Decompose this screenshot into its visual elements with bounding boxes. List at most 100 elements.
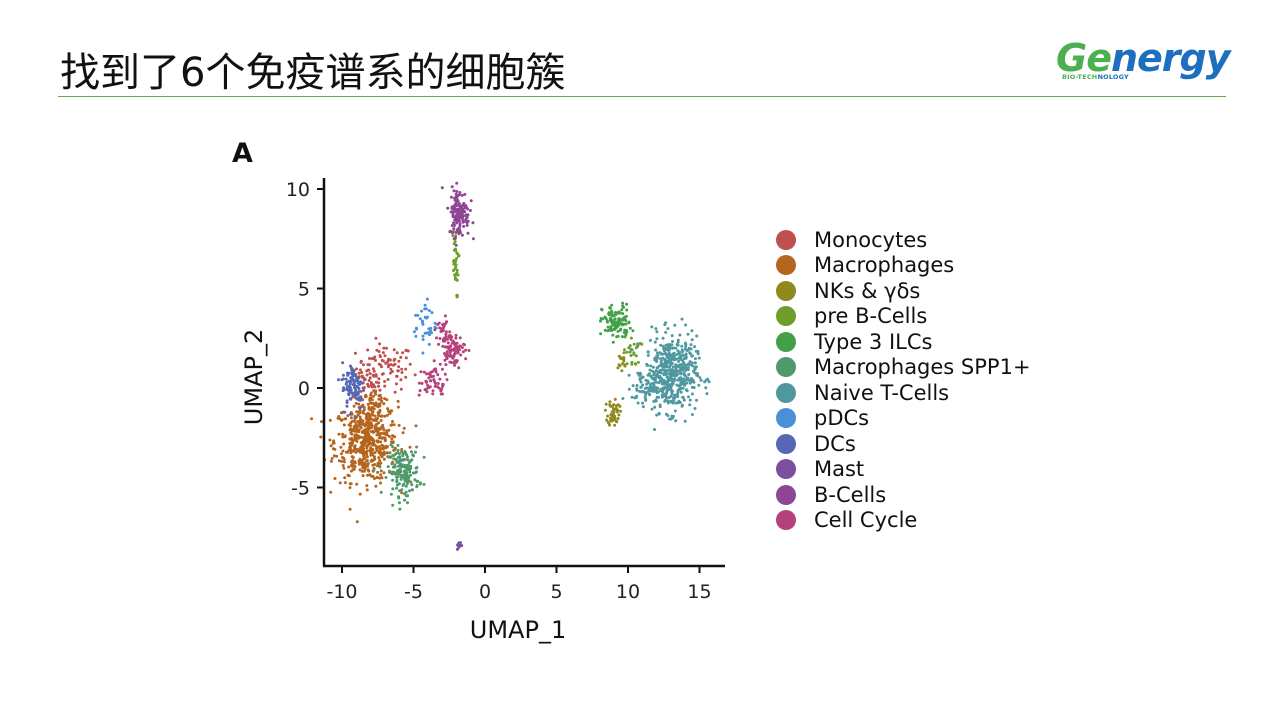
scatter-point — [403, 492, 406, 496]
scatter-point — [463, 192, 467, 196]
scatter-point — [353, 435, 357, 438]
scatter-point — [409, 473, 412, 477]
scatter-point — [669, 387, 673, 391]
legend-swatch — [776, 357, 796, 378]
scatter-point — [680, 344, 684, 348]
logo-subtitle-part1: BIO-TECH — [1062, 73, 1098, 81]
scatter-point — [622, 356, 626, 360]
scatter-point — [369, 391, 373, 395]
scatter-point — [342, 423, 346, 427]
scatter-point — [393, 357, 397, 361]
scatter-point — [455, 216, 459, 220]
scatter-point — [379, 419, 383, 422]
scatter-point — [376, 439, 380, 443]
scatter-point — [390, 409, 394, 413]
scatter-point — [706, 377, 710, 381]
scatter-point — [377, 402, 381, 406]
scatter-point — [358, 409, 362, 413]
scatter-point — [669, 400, 673, 404]
scatter-point — [331, 447, 335, 451]
scatter-point — [650, 407, 654, 411]
scatter-point — [361, 411, 365, 415]
scatter-point — [639, 385, 643, 389]
scatter-point — [673, 323, 677, 327]
scatter-point — [667, 345, 671, 348]
scatter-point — [441, 338, 445, 341]
scatter-point — [703, 380, 707, 384]
scatter-point — [707, 380, 711, 384]
scatter-point — [320, 420, 323, 424]
scatter-point — [644, 378, 648, 382]
scatter-point — [605, 319, 609, 323]
scatter-point — [375, 447, 379, 451]
scatter-point — [435, 336, 438, 340]
scatter-point — [668, 368, 672, 372]
series-type-3-ilcs — [599, 301, 635, 344]
scatter-point — [352, 467, 356, 471]
scatter-point — [655, 337, 659, 341]
scatter-point — [387, 409, 390, 413]
scatter-point — [681, 395, 685, 399]
scatter-point — [655, 395, 659, 399]
scatter-point — [615, 420, 618, 423]
scatter-point — [310, 417, 314, 421]
scatter-point — [366, 417, 370, 421]
scatter-point — [444, 363, 448, 367]
scatter-point — [659, 357, 663, 361]
scatter-point — [385, 346, 388, 350]
scatter-point — [624, 319, 628, 322]
scatter-point — [399, 470, 403, 474]
scatter-point — [663, 399, 667, 403]
x-tick-label: 0 — [479, 581, 491, 603]
scatter-point — [461, 350, 465, 354]
scatter-point — [471, 221, 475, 225]
scatter-point — [438, 362, 442, 366]
scatter-point — [359, 405, 363, 409]
scatter-point — [355, 367, 358, 371]
scatter-point — [636, 342, 640, 346]
scatter-point — [373, 385, 377, 389]
scatter-point — [454, 265, 458, 269]
scatter-point — [467, 349, 471, 352]
scatter-point — [377, 350, 381, 353]
scatter-point — [396, 470, 400, 474]
scatter-point — [319, 435, 323, 439]
scatter-point — [366, 429, 370, 433]
scatter-point — [375, 429, 379, 433]
scatter-point — [382, 402, 386, 406]
scatter-point — [340, 418, 343, 422]
scatter-point — [625, 308, 629, 312]
scatter-point — [379, 469, 383, 473]
scatter-point — [674, 357, 678, 361]
scatter-point — [635, 384, 639, 387]
scatter-point — [328, 418, 332, 422]
scatter-point — [366, 384, 370, 388]
scatter-point — [378, 459, 382, 462]
scatter-point — [359, 389, 363, 393]
scatter-point — [676, 343, 680, 347]
scatter-point — [696, 352, 700, 356]
scatter-point — [654, 380, 658, 384]
scatter-point — [704, 386, 708, 390]
scatter-point — [455, 278, 459, 282]
scatter-point — [413, 373, 417, 377]
scatter-point — [402, 463, 406, 467]
scatter-point — [376, 405, 380, 409]
scatter-point — [406, 494, 410, 498]
scatter-point — [366, 473, 370, 477]
scatter-point — [638, 389, 642, 393]
scatter-point — [683, 419, 687, 423]
scatter-point — [444, 330, 448, 334]
scatter-point — [369, 448, 373, 452]
scatter-point — [690, 364, 694, 368]
scatter-point — [599, 332, 603, 336]
scatter-point — [434, 370, 438, 374]
scatter-point — [431, 392, 435, 396]
scatter-point — [676, 390, 680, 394]
scatter-point — [622, 322, 626, 326]
scatter-point — [690, 338, 694, 342]
scatter-point — [366, 468, 370, 472]
scatter-point — [362, 408, 366, 412]
scatter-point — [660, 393, 664, 397]
scatter-point — [369, 459, 373, 463]
